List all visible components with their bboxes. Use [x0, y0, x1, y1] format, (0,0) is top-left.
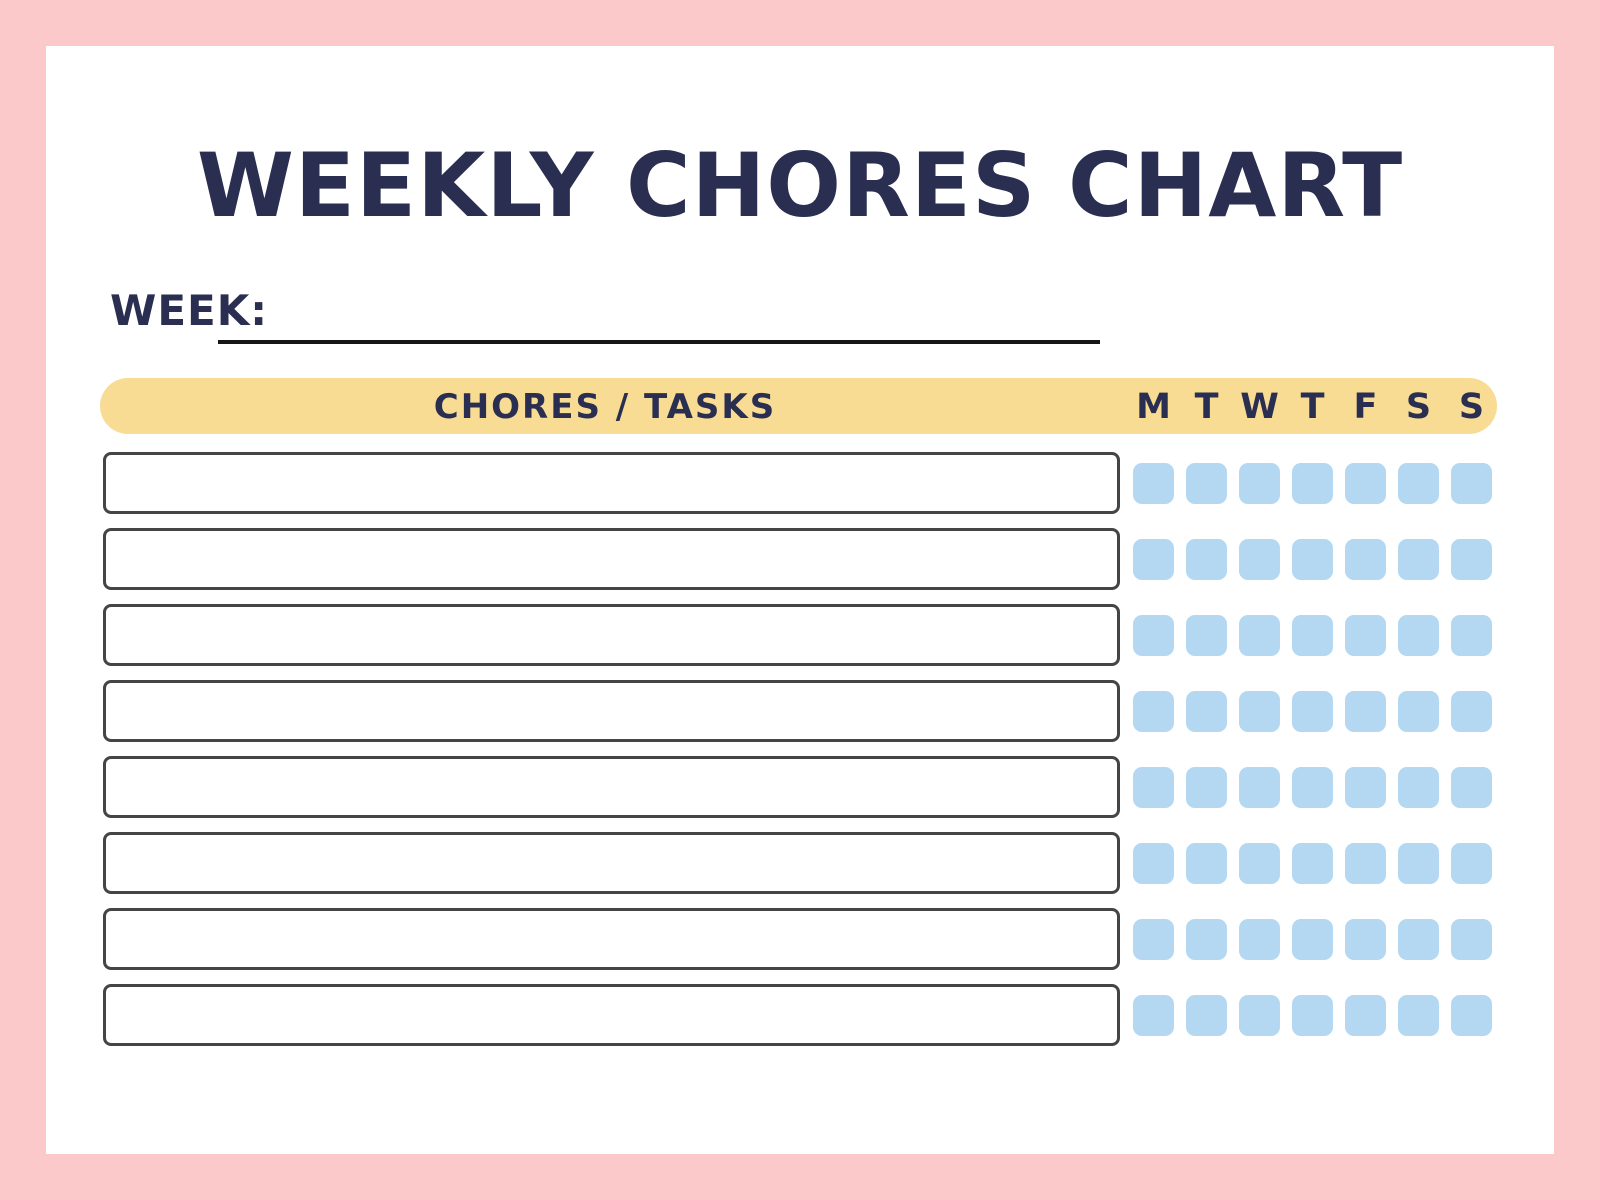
day-checkbox[interactable] — [1186, 994, 1227, 1036]
chart-page: WEEKLY CHORES CHART WEEK: CHORES / TASKS… — [46, 46, 1554, 1154]
day-checkbox[interactable] — [1239, 766, 1280, 808]
day-checkbox[interactable] — [1451, 842, 1492, 884]
chores-table — [103, 452, 1492, 1060]
day-checkbox[interactable] — [1239, 994, 1280, 1036]
chore-row — [103, 452, 1492, 514]
day-checkbox[interactable] — [1186, 538, 1227, 580]
chore-row — [103, 756, 1492, 818]
chore-row — [103, 680, 1492, 742]
day-checkbox[interactable] — [1345, 538, 1386, 580]
day-checkbox[interactable] — [1451, 994, 1492, 1036]
day-header-monday: M — [1136, 387, 1171, 427]
day-checkbox[interactable] — [1345, 918, 1386, 960]
day-checkbox[interactable] — [1451, 690, 1492, 732]
day-checkbox[interactable] — [1133, 690, 1174, 732]
day-checkbox[interactable] — [1239, 614, 1280, 656]
day-checkbox[interactable] — [1398, 462, 1439, 504]
day-checkbox[interactable] — [1292, 766, 1333, 808]
day-checkbox-group — [1133, 690, 1492, 732]
chore-task-field[interactable] — [103, 908, 1120, 970]
day-checkbox[interactable] — [1239, 918, 1280, 960]
day-checkbox-group — [1133, 462, 1492, 504]
chore-task-field[interactable] — [103, 452, 1120, 514]
day-checkbox[interactable] — [1398, 842, 1439, 884]
day-checkbox[interactable] — [1186, 766, 1227, 808]
day-header-tuesday: T — [1194, 387, 1219, 427]
day-checkbox[interactable] — [1451, 766, 1492, 808]
day-checkbox-group — [1133, 538, 1492, 580]
day-checkbox-group — [1133, 842, 1492, 884]
day-checkbox[interactable] — [1292, 614, 1333, 656]
week-label: WEEK: — [110, 286, 269, 335]
day-checkbox[interactable] — [1239, 462, 1280, 504]
day-checkbox[interactable] — [1292, 538, 1333, 580]
day-checkbox[interactable] — [1451, 614, 1492, 656]
day-checkbox-group — [1133, 918, 1492, 960]
day-checkbox[interactable] — [1186, 614, 1227, 656]
day-checkbox[interactable] — [1239, 690, 1280, 732]
day-header-sunday: S — [1458, 387, 1485, 427]
day-checkbox[interactable] — [1292, 690, 1333, 732]
day-checkbox[interactable] — [1451, 462, 1492, 504]
day-checkbox[interactable] — [1133, 994, 1174, 1036]
week-input-line[interactable] — [218, 340, 1100, 344]
day-checkbox-group — [1133, 766, 1492, 808]
day-checkbox[interactable] — [1345, 462, 1386, 504]
day-checkbox[interactable] — [1345, 842, 1386, 884]
day-checkbox[interactable] — [1133, 918, 1174, 960]
chore-task-field[interactable] — [103, 984, 1120, 1046]
day-checkbox[interactable] — [1451, 918, 1492, 960]
day-checkbox[interactable] — [1398, 994, 1439, 1036]
day-checkbox-group — [1133, 614, 1492, 656]
day-checkbox[interactable] — [1133, 842, 1174, 884]
day-checkbox[interactable] — [1186, 690, 1227, 732]
chore-task-field[interactable] — [103, 528, 1120, 590]
day-header-friday: F — [1353, 387, 1378, 427]
chore-row — [103, 908, 1492, 970]
day-checkbox[interactable] — [1292, 842, 1333, 884]
day-checkbox[interactable] — [1398, 614, 1439, 656]
day-checkbox[interactable] — [1186, 462, 1227, 504]
day-column-headers: M T W T F S S — [1133, 378, 1492, 434]
day-checkbox[interactable] — [1345, 766, 1386, 808]
chore-row — [103, 604, 1492, 666]
day-header-saturday: S — [1405, 387, 1432, 427]
day-checkbox[interactable] — [1345, 994, 1386, 1036]
day-checkbox[interactable] — [1133, 462, 1174, 504]
page-title: WEEKLY CHORES CHART — [196, 134, 1404, 237]
day-checkbox[interactable] — [1186, 842, 1227, 884]
chore-task-field[interactable] — [103, 680, 1120, 742]
day-checkbox-group — [1133, 994, 1492, 1036]
day-header-thursday: T — [1300, 387, 1325, 427]
day-checkbox[interactable] — [1133, 538, 1174, 580]
day-checkbox[interactable] — [1398, 918, 1439, 960]
chores-tasks-header: CHORES / TASKS — [433, 387, 777, 427]
day-checkbox[interactable] — [1292, 462, 1333, 504]
day-checkbox[interactable] — [1186, 918, 1227, 960]
day-checkbox[interactable] — [1398, 538, 1439, 580]
chore-row — [103, 832, 1492, 894]
day-checkbox[interactable] — [1398, 690, 1439, 732]
chore-task-field[interactable] — [103, 756, 1120, 818]
day-checkbox[interactable] — [1292, 918, 1333, 960]
day-checkbox[interactable] — [1239, 538, 1280, 580]
chore-task-field[interactable] — [103, 604, 1120, 666]
day-checkbox[interactable] — [1239, 842, 1280, 884]
chore-row — [103, 984, 1492, 1046]
chore-task-field[interactable] — [103, 832, 1120, 894]
day-header-wednesday: W — [1240, 387, 1279, 427]
table-header-bar: CHORES / TASKS M T W T F S S — [100, 378, 1497, 434]
day-checkbox[interactable] — [1292, 994, 1333, 1036]
day-checkbox[interactable] — [1133, 614, 1174, 656]
day-checkbox[interactable] — [1451, 538, 1492, 580]
day-checkbox[interactable] — [1345, 690, 1386, 732]
day-checkbox[interactable] — [1345, 614, 1386, 656]
chore-row — [103, 528, 1492, 590]
day-checkbox[interactable] — [1398, 766, 1439, 808]
day-checkbox[interactable] — [1133, 766, 1174, 808]
